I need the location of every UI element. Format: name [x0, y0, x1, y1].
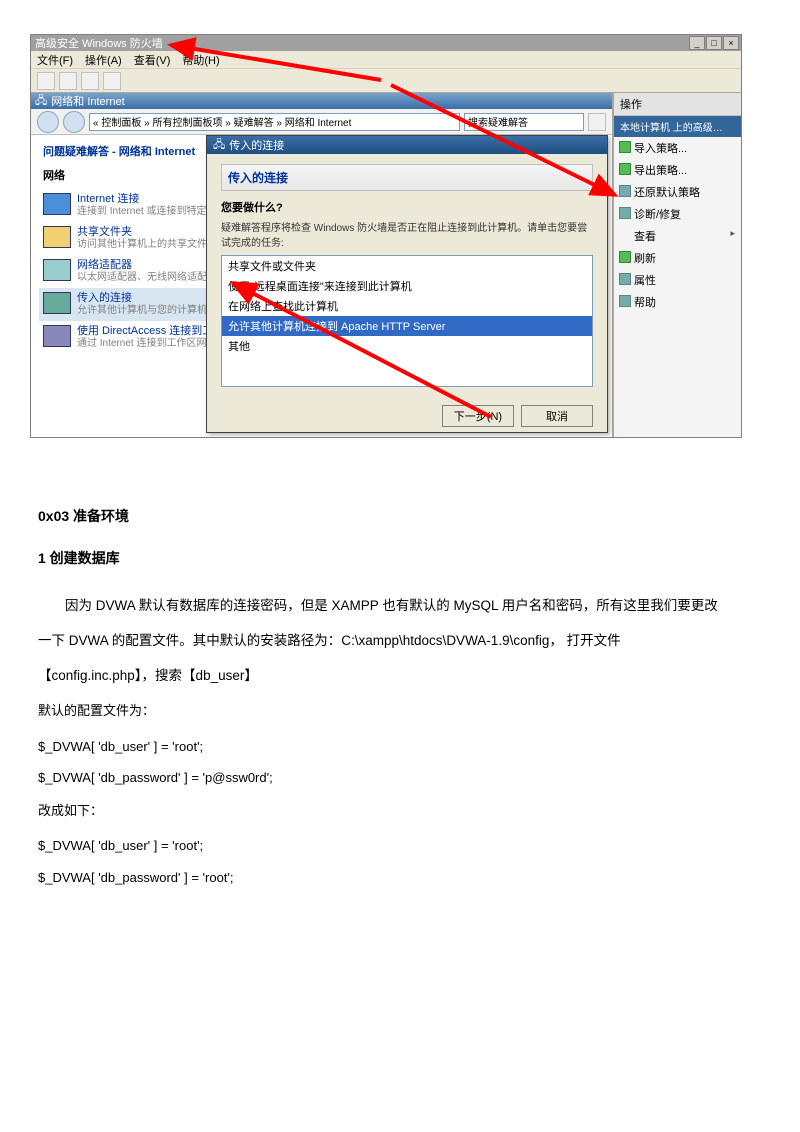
directaccess-icon: [43, 325, 71, 347]
menu-help[interactable]: 帮助(H): [182, 52, 219, 68]
menu-view[interactable]: 查看(V): [134, 52, 171, 68]
item-sub: 通过 Internet 连接到工作区网络…: [77, 338, 226, 349]
label-default-config: 默认的配置文件为：: [38, 699, 770, 722]
toolbar: [31, 69, 741, 93]
action-diagnose-repair[interactable]: 诊断/修复: [614, 203, 741, 225]
network-icon: 🖧: [35, 92, 47, 111]
toolbar-button[interactable]: [81, 72, 99, 90]
action-restore-default[interactable]: 还原默认策略: [614, 181, 741, 203]
code-line: $_DVWA[ 'db_password' ] = 'p@ssw0rd';: [38, 762, 770, 793]
item-sub: 以太网适配器、无线网络适配器…: [77, 272, 227, 283]
dialog-icon: 🖧: [213, 136, 225, 155]
section-heading: 0x03 准备环境: [38, 506, 770, 526]
code-line: $_DVWA[ 'db_user' ] = 'root';: [38, 731, 770, 762]
config-path: C:\xampp\htdocs\DVWA-1.9\config: [341, 633, 549, 648]
next-button[interactable]: 下一步(N): [442, 405, 514, 427]
action-view[interactable]: 查看: [614, 225, 741, 247]
menu-file[interactable]: 文件(F): [37, 52, 73, 68]
adapter-icon: [43, 259, 71, 281]
window-controls: _ □ ×: [689, 36, 739, 50]
inner-toolbar: « 控制面板 » 所有控制面板项 » 疑难解答 » 网络和 Internet 搜…: [31, 109, 612, 135]
action-help[interactable]: 帮助: [614, 291, 741, 313]
code-line: $_DVWA[ 'db_user' ] = 'root';: [38, 830, 770, 861]
option-other[interactable]: 其他: [222, 336, 592, 356]
paragraph: 【config.inc.php】，搜索【db_user】: [38, 658, 770, 693]
subsection-heading: 1 创建数据库: [38, 548, 770, 568]
action-export-policy[interactable]: 导出策略...: [614, 159, 741, 181]
menu-bar: 文件(F) 操作(A) 查看(V) 帮助(H): [31, 51, 741, 69]
toolbar-button[interactable]: [103, 72, 121, 90]
code-line: $_DVWA[ 'db_password' ] = 'root';: [38, 862, 770, 893]
cancel-button[interactable]: 取消: [521, 405, 593, 427]
item-sub: 访问其他计算机上的共享文件和…: [77, 239, 227, 250]
folder-icon: [43, 226, 71, 248]
text: 一下 DVWA 的配置文件。其中默认的安装路径为：: [38, 633, 341, 648]
dialog-heading: 传入的连接: [221, 164, 593, 191]
document-body: 0x03 准备环境 1 创建数据库 因为 DVWA 默认有数据库的连接密码，但是…: [30, 438, 770, 893]
dialog-buttons: 下一步(N) 取消: [207, 397, 607, 435]
globe-icon: [43, 193, 71, 215]
inner-window-title: 🖧 网络和 Internet: [31, 93, 612, 109]
actions-panel: 操作 本地计算机 上的高级… 导入策略... 导出策略... 还原默认策略 诊断…: [613, 93, 741, 437]
option-apache-http-server[interactable]: 允许其他计算机连接到 Apache HTTP Server: [222, 316, 592, 336]
search-go-button[interactable]: [588, 113, 606, 131]
action-import-policy[interactable]: 导入策略...: [614, 137, 741, 159]
label-changed-config: 改成如下：: [38, 799, 770, 822]
dialog-question: 您要做什么?: [221, 199, 593, 215]
actions-header: 操作: [614, 93, 741, 116]
option-find-on-network[interactable]: 在网络上查找此计算机: [222, 296, 592, 316]
action-refresh[interactable]: 刷新: [614, 247, 741, 269]
menu-action[interactable]: 操作(A): [85, 52, 122, 68]
dialog-title-text: 传入的连接: [229, 137, 284, 153]
forward-button[interactable]: [63, 111, 85, 133]
search-box[interactable]: 搜索疑难解答: [464, 113, 584, 131]
paragraph: 因为 DVWA 默认有数据库的连接密码，但是 XAMPP 也有默认的 MySQL…: [38, 588, 770, 623]
item-sub: 连接到 Internet 或连接到特定…: [77, 206, 216, 217]
option-share-files[interactable]: 共享文件或文件夹: [222, 256, 592, 276]
incoming-icon: [43, 292, 71, 314]
toolbar-button[interactable]: [37, 72, 55, 90]
text: ， 打开文件: [549, 633, 620, 648]
screenshot-region: _ □ × 高级安全 Windows 防火墙 文件(F) 操作(A) 查看(V)…: [30, 34, 742, 438]
dialog-description: 疑难解答程序将检查 Windows 防火墙是否正在阻止连接到此计算机。请单击您要…: [221, 219, 593, 249]
minimize-button[interactable]: _: [689, 36, 705, 50]
main-window-title: 高级安全 Windows 防火墙: [31, 35, 741, 51]
address-bar[interactable]: « 控制面板 » 所有控制面板项 » 疑难解答 » 网络和 Internet: [89, 113, 460, 131]
inner-title-text: 网络和 Internet: [51, 93, 124, 109]
option-remote-desktop[interactable]: 使用"远程桌面连接"来连接到此计算机: [222, 276, 592, 296]
action-properties[interactable]: 属性: [614, 269, 741, 291]
item-sub: 允许其他计算机与您的计算机连…: [77, 305, 227, 316]
options-listbox[interactable]: 共享文件或文件夹 使用"远程桌面连接"来连接到此计算机 在网络上查找此计算机 允…: [221, 255, 593, 387]
item-label: Internet 连接: [77, 193, 139, 205]
paragraph: 一下 DVWA 的配置文件。其中默认的安装路径为：C:\xampp\htdocs…: [38, 623, 770, 658]
item-label: 传入的连接: [77, 292, 132, 304]
item-label: 网络适配器: [77, 259, 132, 271]
toolbar-button[interactable]: [59, 72, 77, 90]
actions-subheader: 本地计算机 上的高级…: [614, 116, 741, 137]
dialog-titlebar: 🖧 传入的连接: [207, 136, 607, 154]
maximize-button[interactable]: □: [706, 36, 722, 50]
item-label: 共享文件夹: [77, 226, 132, 238]
close-button[interactable]: ×: [723, 36, 739, 50]
incoming-connections-dialog: 🖧 传入的连接 传入的连接 您要做什么? 疑难解答程序将检查 Windows 防…: [206, 135, 608, 433]
back-button[interactable]: [37, 111, 59, 133]
